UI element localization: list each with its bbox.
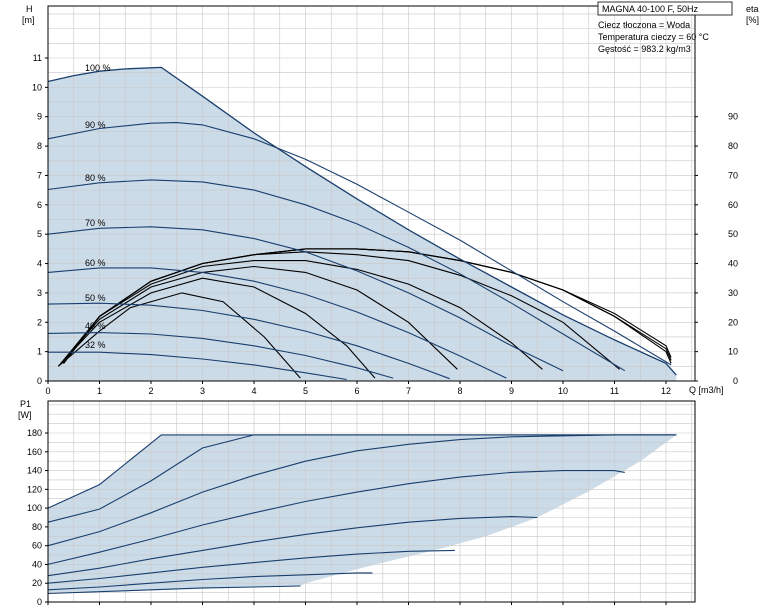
head-plot-frame [47, 5, 696, 382]
head-x-tick-label: 10 [558, 386, 568, 396]
flow-axis-label: Q [m3/h] [689, 385, 724, 395]
speed-label-60: 60 % [85, 258, 106, 268]
head-x-tick-label: 2 [148, 386, 153, 396]
eta-y-tick-label: 80 [728, 141, 738, 151]
power-curve-2 [47, 434, 677, 523]
head-curve-1 [47, 66, 677, 376]
head-y-tick-label: 9 [37, 112, 42, 122]
head-y-tick-label: 8 [37, 141, 42, 151]
power-y-tick-label: 0 [37, 597, 42, 607]
head-y-tick-label: 6 [37, 200, 42, 210]
power-axis-label-unit: [W] [18, 410, 32, 420]
power-y-tick-label: 180 [27, 428, 42, 438]
speed-label-80: 80 % [85, 173, 106, 183]
head-x-tick-label: 6 [354, 386, 359, 396]
efficiency-curve-8 [63, 248, 672, 364]
head-y-tick-label: 11 [33, 53, 42, 63]
eta-axis-label-unit: [%] [746, 15, 759, 25]
power-y-tick-label: 100 [27, 503, 42, 513]
head-y-tick-label: 7 [37, 170, 42, 180]
speed-label-90: 90 % [85, 120, 106, 130]
head-y-tick-label: 2 [37, 317, 42, 327]
info-line-2: Temperatura cieczy = 60 °C [598, 32, 709, 42]
head-x-tick-label: 11 [610, 386, 619, 396]
head-curve-7 [47, 332, 394, 379]
head-curve-8 [48, 351, 347, 381]
eta-y-tick-label: 10 [728, 347, 738, 357]
eta-y-tick-label: 50 [728, 229, 738, 239]
speed-label-100: 100 % [85, 63, 111, 73]
head-y-tick-label: 5 [37, 229, 42, 239]
eta-y-tick-label: 0 [733, 376, 738, 386]
speed-label-32: 32 % [85, 340, 106, 350]
power-curve-6 [47, 549, 455, 584]
eta-y-tick-label: 20 [728, 317, 738, 327]
efficiency-curve-4 [60, 260, 543, 370]
eta-y-tick-label: 30 [728, 288, 738, 298]
head-x-tick-label: 7 [406, 386, 411, 396]
eta-y-tick-label: 90 [728, 112, 738, 122]
head-curve-6 [47, 302, 450, 380]
power-y-tick-label: 60 [32, 541, 42, 551]
head-y-tick-label: 0 [37, 376, 42, 386]
head-y-tick-label: 10 [32, 82, 42, 92]
power-y-tick-label: 140 [27, 466, 42, 476]
info-line-3: Gęstość = 983.2 kg/m3 [598, 44, 691, 54]
head-axis-label-symbol: H [26, 4, 33, 14]
head-x-tick-label: 5 [303, 386, 308, 396]
speed-label-70: 70 % [85, 218, 106, 228]
head-x-tick-label: 3 [200, 386, 205, 396]
efficiency-curve-1 [57, 292, 301, 379]
power-curve-3 [47, 434, 677, 547]
eta-y-tick-label: 40 [728, 259, 738, 269]
title-box [597, 1, 733, 16]
speed-label-40: 40 % [85, 321, 106, 331]
head-y-tick-label: 1 [37, 347, 42, 357]
power-curve-5 [47, 516, 538, 577]
head-curve-3 [47, 179, 626, 372]
head-x-tick-label: 12 [661, 386, 671, 396]
power-axis-label-symbol: P1 [20, 399, 31, 409]
head-curve-4 [47, 226, 564, 372]
chart-title: MAGNA 40-100 F, 50Hz [602, 4, 699, 14]
power-y-tick-label: 120 [27, 484, 42, 494]
power-curve-7 [47, 572, 373, 591]
power-curve-8 [47, 585, 301, 595]
info-line-1: Ciecz tłoczona = Woda [598, 20, 690, 30]
power-y-tick-label: 20 [32, 578, 42, 588]
head-x-tick-label: 9 [509, 386, 514, 396]
head-x-tick-label: 0 [45, 386, 50, 396]
head-x-tick-label: 1 [97, 386, 102, 396]
eta-axis-label-symbol: eta [746, 4, 759, 14]
power-y-tick-label: 40 [32, 559, 42, 569]
eta-y-tick-label: 60 [728, 200, 738, 210]
power-operating-area [48, 434, 677, 594]
head-y-tick-label: 4 [37, 259, 42, 269]
head-x-tick-label: 8 [457, 386, 462, 396]
eta-y-tick-label: 70 [728, 170, 738, 180]
speed-label-50: 50 % [85, 293, 106, 303]
power-y-tick-label: 80 [32, 522, 42, 532]
head-curve-5 [47, 267, 507, 379]
head-axis-label-unit: [m] [22, 15, 35, 25]
power-y-tick-label: 160 [27, 447, 42, 457]
power-plot-frame [47, 400, 696, 603]
power-curve-4 [47, 470, 625, 565]
head-y-tick-label: 3 [37, 288, 42, 298]
head-x-tick-label: 4 [251, 386, 256, 396]
head-curve-2 [47, 122, 672, 366]
efficiency-curve-3 [60, 265, 458, 370]
